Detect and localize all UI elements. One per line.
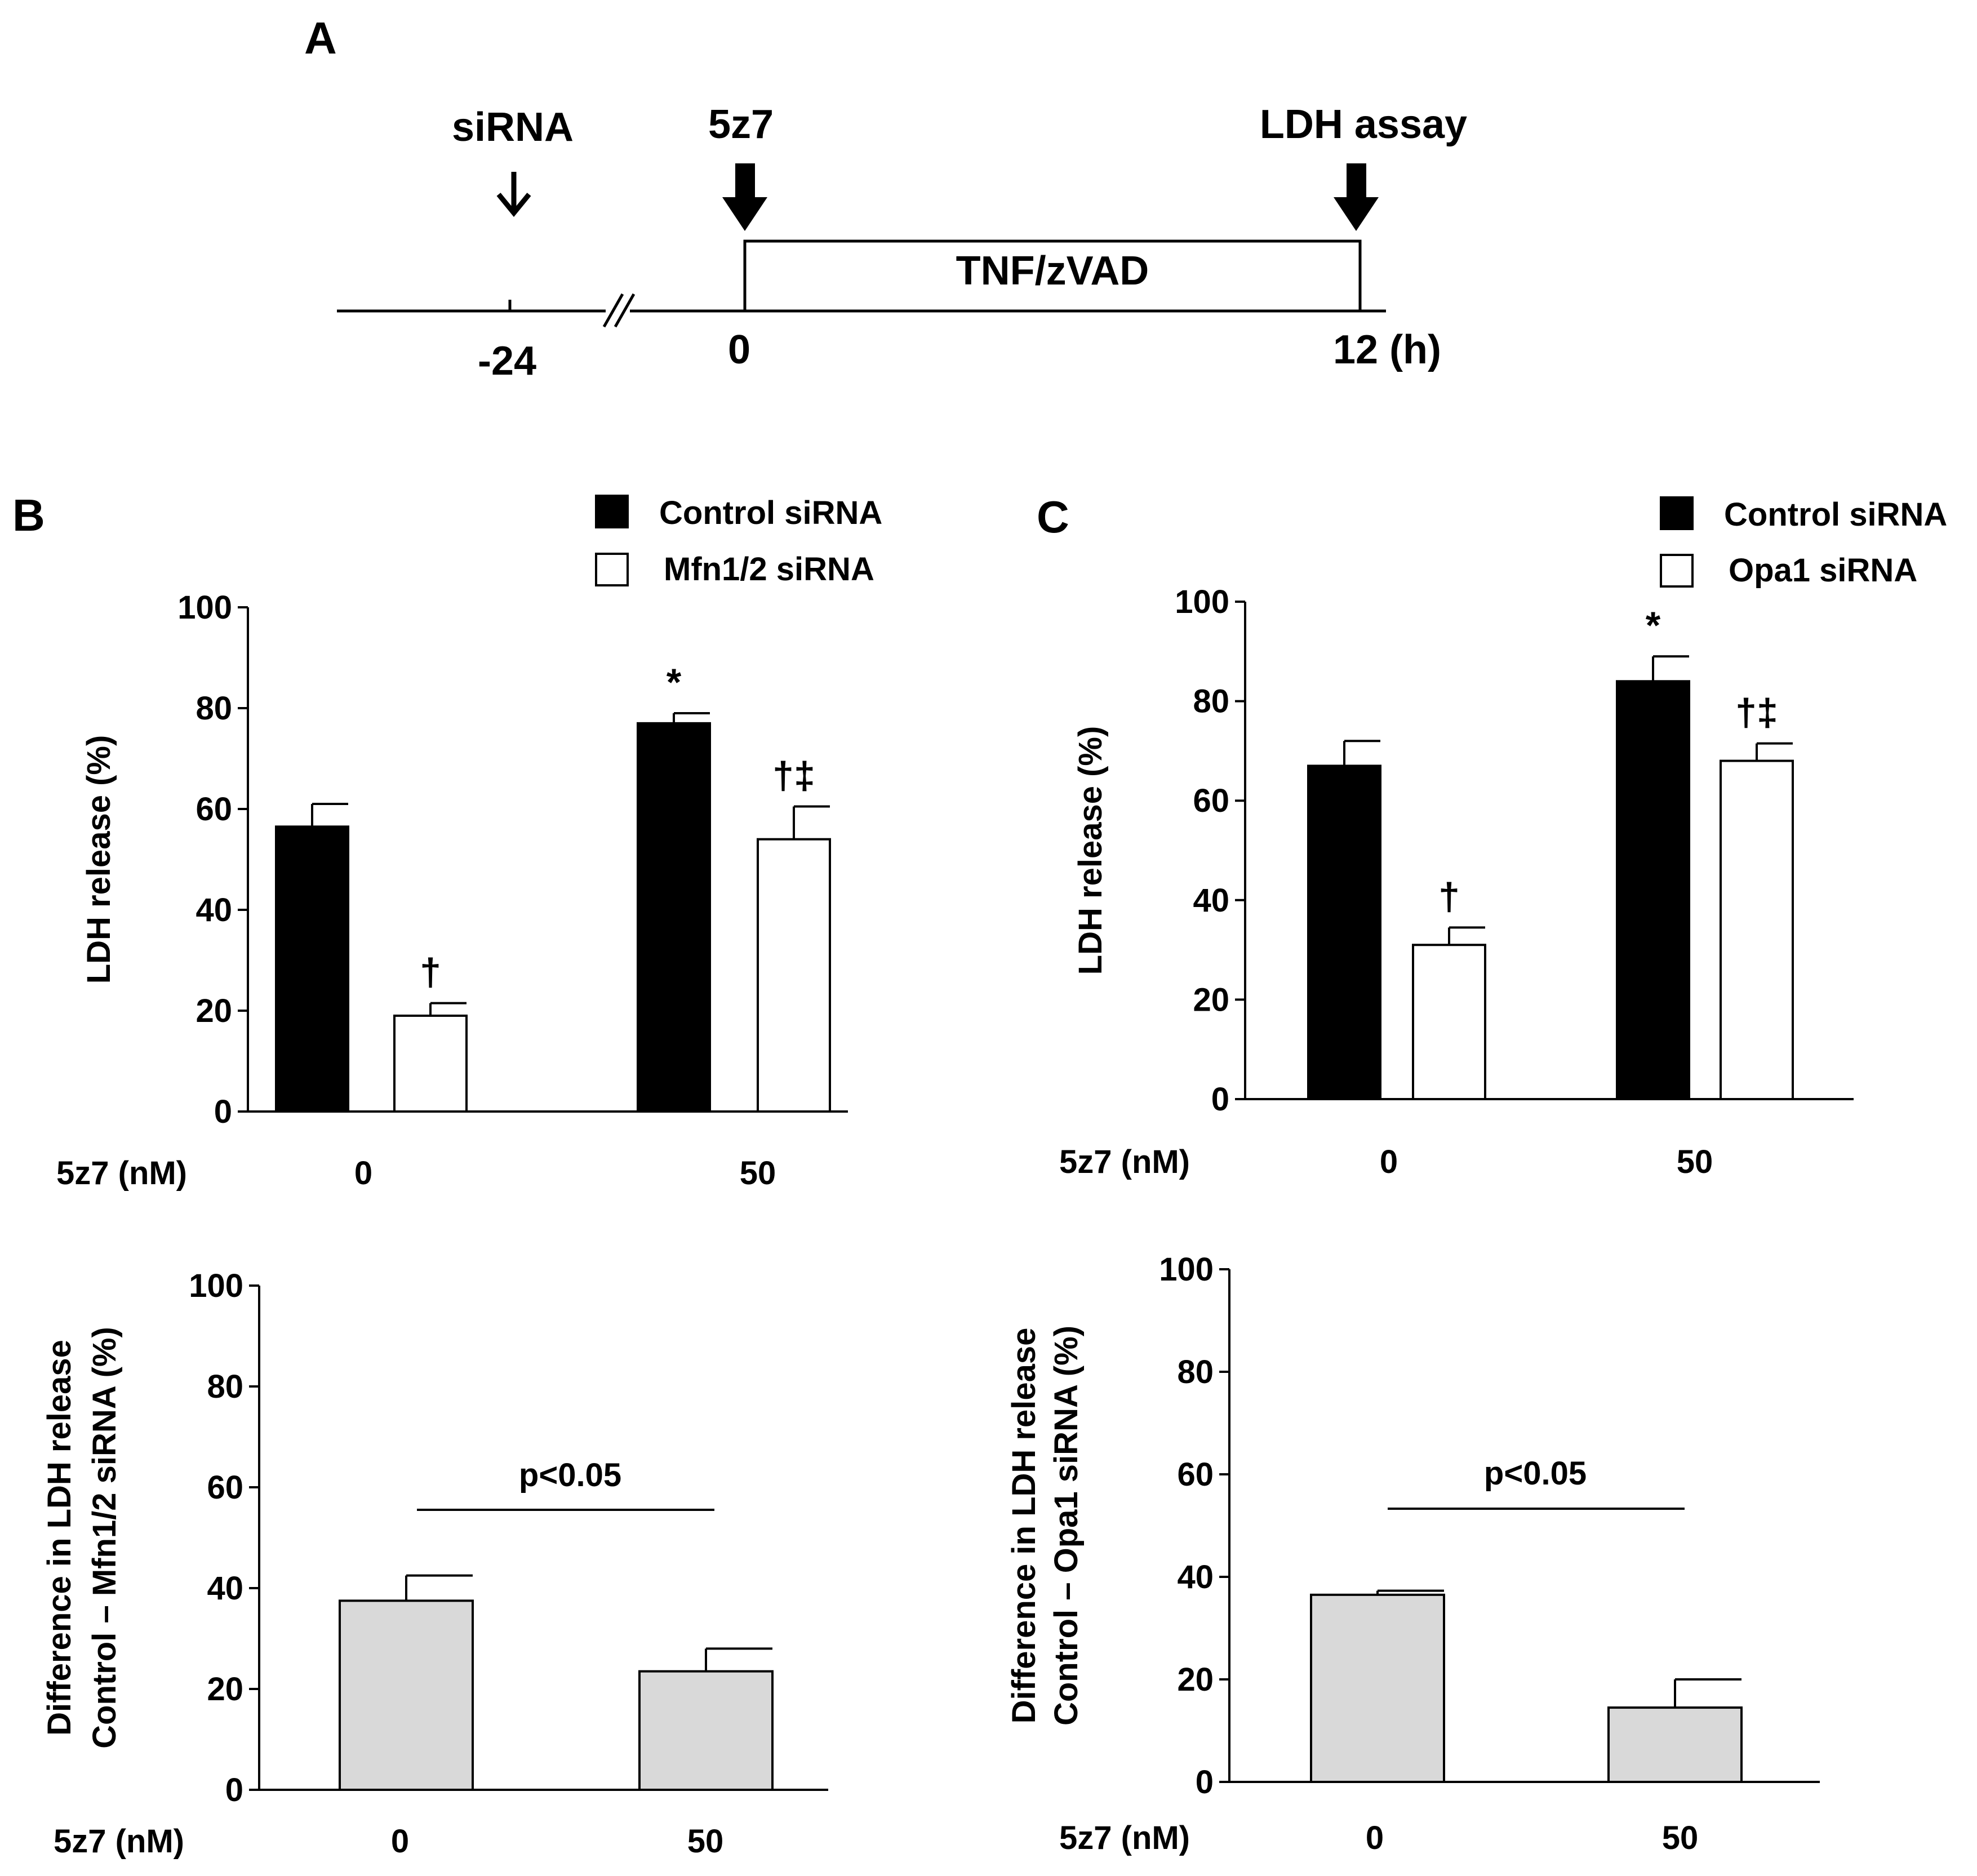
bar xyxy=(1310,1593,1445,1784)
legend-c: Control siRNA Opa1 siRNA xyxy=(1660,496,1947,589)
y-tick-label: 60 xyxy=(1177,1456,1214,1493)
event-label-5z7: 5z7 xyxy=(708,102,774,147)
category-label: 50 xyxy=(1677,1144,1713,1180)
y-tick-label: 0 xyxy=(214,1093,232,1130)
y-tick-label: 60 xyxy=(196,791,232,828)
y-tick-label: 20 xyxy=(207,1671,243,1708)
legend-swatch-control xyxy=(595,495,629,528)
category-label: 0 xyxy=(391,1823,409,1860)
p-value-label: p<0.05 xyxy=(519,1457,621,1493)
p-value-label: p<0.05 xyxy=(1484,1455,1587,1492)
x-axis-label: 5z7 (nM) xyxy=(54,1823,184,1860)
y-axis-label: LDH release (%) xyxy=(1072,726,1109,975)
axis-break-mark xyxy=(602,293,624,328)
y-tick-label: 40 xyxy=(207,1570,243,1607)
bar xyxy=(638,1670,774,1791)
y-tick-label: 80 xyxy=(207,1368,243,1405)
significance-marker: †‡ xyxy=(1735,691,1778,734)
time-label-12h: 12 (h) xyxy=(1333,327,1441,372)
y-tick-label: 100 xyxy=(189,1268,243,1304)
x-axis-label: 5z7 (nM) xyxy=(1059,1820,1190,1856)
chart-c-ldh-release: 0 20 40 60 80 100 LDH release (%) 5z7 (nM) 0 50 * †… xyxy=(1059,584,1854,1180)
axis-break-mark xyxy=(614,293,636,328)
significance-marker: * xyxy=(667,661,682,704)
y-tick-label: 100 xyxy=(1159,1251,1214,1288)
legend-swatch-control xyxy=(1660,496,1694,530)
y-tick-label: 80 xyxy=(1193,683,1229,720)
time-label-minus24: -24 xyxy=(478,339,536,384)
legend-swatch-mfn xyxy=(595,553,629,586)
category-label: 0 xyxy=(1380,1144,1398,1180)
significance-marker: †‡ xyxy=(772,754,815,797)
legend-b: Control siRNA Mfn1/2 siRNA xyxy=(595,495,882,588)
y-axis-label: Difference in LDH release xyxy=(1006,1328,1042,1724)
y-tick-label: 80 xyxy=(196,690,232,727)
y-tick-label: 0 xyxy=(1211,1081,1229,1118)
bar xyxy=(1412,944,1486,1101)
panel-label-a: A xyxy=(304,13,337,63)
legend-label-mfn: Mfn1/2 siRNA xyxy=(664,551,874,588)
bar xyxy=(757,838,831,1113)
y-tick-label: 0 xyxy=(1196,1764,1214,1801)
bar xyxy=(1307,764,1381,1100)
treatment-box xyxy=(743,239,1362,313)
category-label: 50 xyxy=(1662,1820,1699,1856)
y-tick-label: 20 xyxy=(1177,1661,1214,1698)
significance-marker: † xyxy=(420,951,441,994)
y-tick-label: 0 xyxy=(225,1772,243,1808)
bar xyxy=(1607,1706,1743,1784)
y-tick-label: 100 xyxy=(177,589,232,626)
y-tick-label: 20 xyxy=(196,993,232,1029)
y-tick-label: 60 xyxy=(1193,783,1229,819)
chart-b-difference: 0 20 40 60 80 100 Difference in LDH release Con… xyxy=(41,1268,828,1860)
event-label-ldh-assay: LDH assay xyxy=(1260,102,1467,147)
chart-c-difference: 0 20 40 60 80 100 Difference in LDH release Con… xyxy=(1006,1251,1820,1856)
bar xyxy=(1616,680,1690,1100)
significance-marker: † xyxy=(1438,875,1460,918)
timeline-panel: A siRNA -24 5z7 0 LDH assay 12 (h) TNF/z… xyxy=(304,13,1467,384)
x-axis-label: 5z7 (nM) xyxy=(56,1155,187,1192)
y-tick-label: 60 xyxy=(207,1469,243,1506)
y-tick-label: 40 xyxy=(1193,882,1229,919)
legend-label-control: Control siRNA xyxy=(1724,496,1947,533)
thin-down-arrow-icon xyxy=(496,172,531,217)
treatment-label: TNF/zVAD xyxy=(956,248,1149,294)
category-label: 0 xyxy=(1366,1820,1384,1856)
thick-down-arrow-icon xyxy=(722,163,767,231)
y-axis-label: Control – Mfn1/2 siRNA (%) xyxy=(86,1327,123,1749)
y-axis-label: Difference in LDH release xyxy=(41,1340,78,1736)
category-label: 50 xyxy=(687,1823,724,1860)
legend-label-control: Control siRNA xyxy=(659,495,882,531)
event-label-sirna: siRNA xyxy=(452,105,574,150)
y-tick-label: 100 xyxy=(1175,584,1229,620)
legend-swatch-opa1 xyxy=(1660,554,1694,588)
panel-label-b: B xyxy=(12,490,45,540)
category-label: 0 xyxy=(354,1155,372,1192)
time-label-0: 0 xyxy=(728,327,750,372)
bar xyxy=(339,1599,474,1791)
bar xyxy=(275,825,349,1113)
y-axis-label: Control – Opa1 siRNA (%) xyxy=(1048,1326,1085,1726)
chart-b-ldh-release: 0 20 40 60 80 100 LDH release (%) 5z7 (nM) 0 50 * †… xyxy=(56,589,848,1192)
y-tick-label: 80 xyxy=(1177,1354,1214,1390)
y-tick-label: 40 xyxy=(1177,1559,1214,1595)
bar xyxy=(637,722,711,1113)
significance-marker: * xyxy=(1646,604,1661,647)
y-axis-label: LDH release (%) xyxy=(81,735,117,984)
bar xyxy=(1720,759,1794,1101)
thick-down-arrow-icon xyxy=(1334,163,1379,231)
y-tick-label: 20 xyxy=(1193,981,1229,1018)
category-label: 50 xyxy=(740,1155,776,1192)
legend-label-opa1: Opa1 siRNA xyxy=(1729,552,1917,589)
y-tick-label: 40 xyxy=(196,892,232,928)
bar xyxy=(393,1014,468,1113)
x-axis-label: 5z7 (nM) xyxy=(1059,1144,1190,1180)
panel-label-c: C xyxy=(1037,492,1069,542)
